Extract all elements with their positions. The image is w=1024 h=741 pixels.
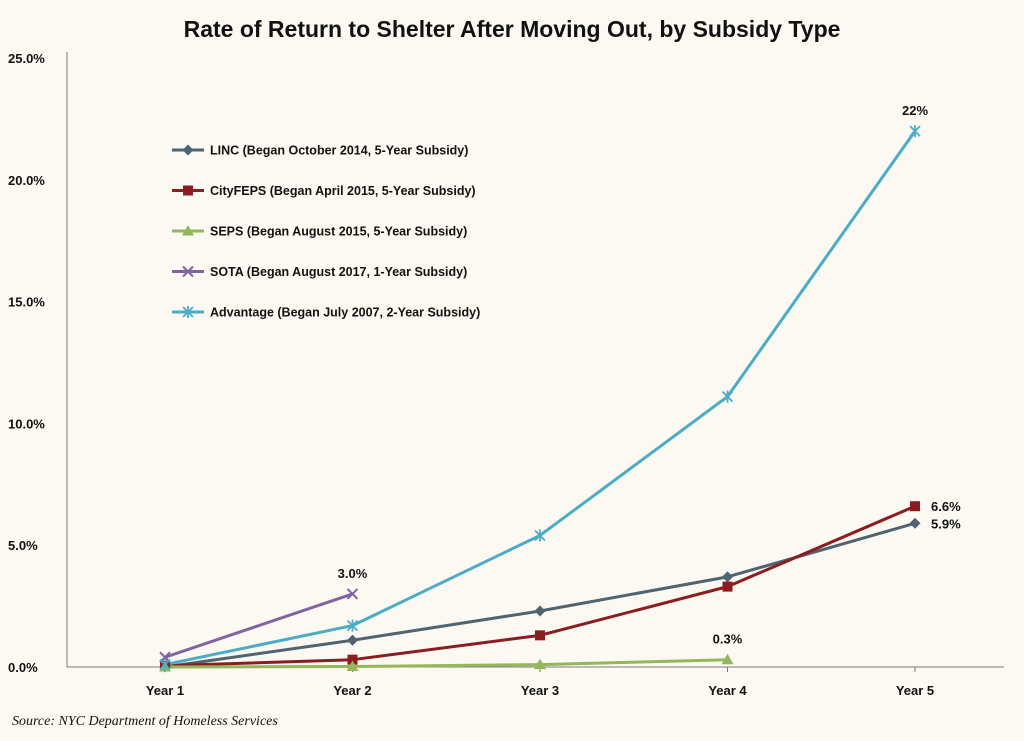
data-point — [534, 605, 546, 617]
data-point — [159, 658, 171, 671]
legend-label: SEPS (Began August 2015, 5-Year Subsidy) — [210, 225, 467, 239]
data-label: 6.6% — [931, 499, 961, 514]
series-line-3 — [164, 592, 353, 659]
legend-item: SOTA (Began August 2017, 1-Year Subsidy) — [172, 265, 467, 279]
legend-label: CityFEPS (Began April 2015, 5-Year Subsi… — [210, 184, 476, 198]
data-point — [721, 390, 734, 403]
data-label: 3.0% — [338, 566, 368, 581]
legend-label: SOTA (Began August 2017, 1-Year Subsidy) — [210, 265, 467, 279]
axes: 0.0% 5.0% 10.0% 15.0% 20.0% 25.0% Year 1 Year 2… — [8, 51, 1004, 698]
data-point — [346, 619, 359, 632]
series-line-2 — [164, 658, 728, 669]
data-point — [535, 630, 545, 641]
data-label: 0.3% — [713, 632, 743, 647]
legend-label: Advantage (Began July 2007, 2-Year Subsi… — [210, 306, 480, 320]
data-point — [722, 581, 733, 592]
y-tick-label: 25.0% — [8, 51, 45, 66]
data-point — [347, 654, 358, 665]
legend: LINC (Began October 2014, 5-Year Subsidy… — [172, 144, 480, 320]
series-markers — [159, 125, 921, 673]
series-line-4 — [164, 130, 917, 667]
legend-marker — [182, 144, 194, 156]
y-tick-label: 0.0% — [8, 660, 38, 675]
data-point — [909, 125, 921, 138]
data-label: 5.9% — [931, 516, 961, 531]
data-point — [909, 517, 921, 529]
x-tick-label: Year 1 — [146, 683, 184, 698]
legend-marker — [182, 265, 194, 278]
legend-marker — [182, 225, 194, 236]
y-tick-label: 20.0% — [8, 173, 45, 188]
data-labels: 3.0% 22% 6.6% 5.9% 0.3% — [338, 103, 961, 647]
data-point — [722, 571, 733, 583]
data-point — [346, 660, 359, 672]
legend-label: LINC (Began October 2014, 5-Year Subsidy… — [210, 144, 468, 158]
data-point — [534, 658, 546, 670]
x-tick-label: Year 5 — [896, 683, 934, 698]
data-point — [347, 634, 358, 646]
y-tick-label: 5.0% — [8, 538, 38, 553]
legend-marker — [182, 306, 194, 318]
series-line-0 — [164, 521, 916, 669]
legend-item: SEPS (Began August 2015, 5-Year Subsidy) — [172, 225, 467, 239]
data-point — [346, 588, 359, 600]
source-note: Source: NYC Department of Homeless Servi… — [12, 714, 278, 729]
legend-item: CityFEPS (Began April 2015, 5-Year Subsi… — [172, 184, 476, 198]
data-point — [910, 501, 920, 512]
data-label: 22% — [902, 103, 928, 118]
x-tick-label: Year 2 — [333, 683, 371, 698]
series-lines — [164, 130, 917, 669]
legend-item: LINC (Began October 2014, 5-Year Subsidy… — [172, 144, 468, 158]
legend-item: Advantage (Began July 2007, 2-Year Subsi… — [172, 306, 480, 320]
data-point — [721, 653, 734, 665]
legend-marker — [183, 185, 193, 196]
x-tick-label: Year 4 — [708, 683, 747, 698]
data-point — [534, 529, 546, 542]
x-tick-label: Year 3 — [521, 683, 559, 698]
y-tick-label: 15.0% — [8, 295, 45, 310]
y-tick-label: 10.0% — [8, 416, 45, 431]
chart-title: Rate of Return to Shelter After Moving O… — [184, 16, 841, 42]
